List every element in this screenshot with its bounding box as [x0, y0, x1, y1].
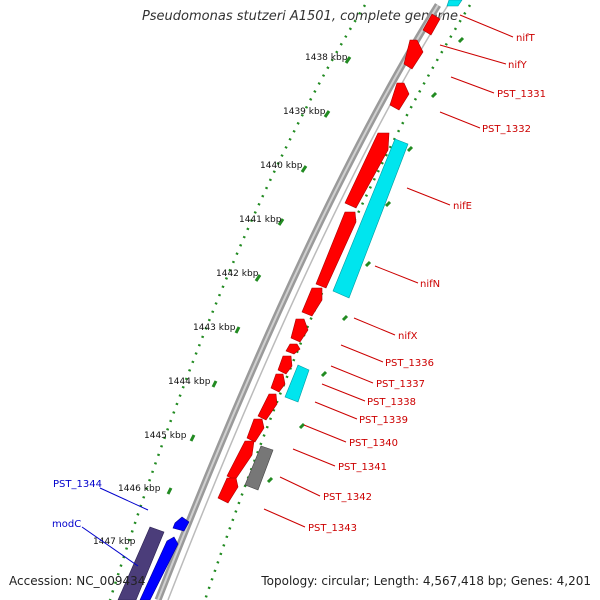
gene-pst1336 — [290, 318, 309, 343]
gene-pst1338 — [277, 355, 293, 375]
gene-label-pst1341[interactable]: PST_1341 — [338, 462, 387, 473]
gene-modC-a — [172, 516, 190, 532]
tick-label: 1446 kbp — [118, 484, 161, 494]
gene-label-pst1344[interactable]: PST_1344 — [53, 479, 102, 490]
gene-nifN — [315, 211, 357, 289]
cyan-genes — [284, 0, 463, 403]
gene-label-pst1338[interactable]: PST_1338 — [367, 397, 416, 408]
gene-cyan-nif — [332, 138, 409, 299]
tick-label: 1441 kbp — [239, 215, 282, 225]
gene-label-pst1331[interactable]: PST_1331 — [497, 89, 546, 100]
gene-label-pst1339[interactable]: PST_1339 — [359, 415, 408, 426]
gene-pst1343 — [217, 477, 239, 504]
gene-cyan-top — [446, 0, 463, 7]
left-gene-labels: PST_1344 modC — [52, 479, 102, 530]
tick-label: 1438 kbp — [305, 53, 348, 63]
gene-label-modC[interactable]: modC — [52, 519, 81, 530]
left-label-lines — [81, 487, 149, 567]
gene-label-nifE[interactable]: nifE — [453, 201, 472, 212]
gene-pst1344 — [117, 526, 165, 600]
gene-pst1340 — [257, 393, 278, 421]
gene-pst1331 — [389, 82, 410, 111]
reverse-genes — [117, 516, 190, 600]
right-label-lines — [263, 14, 514, 528]
inner-ticks — [266, 36, 465, 484]
gene-cyan-small — [284, 364, 310, 403]
forward-genes — [217, 13, 441, 504]
gene-label-pst1342[interactable]: PST_1342 — [323, 492, 372, 503]
right-gene-labels: nifT nifY PST_1331 PST_1332 nifE nifN ni… — [308, 33, 546, 534]
gene-label-pst1340[interactable]: PST_1340 — [349, 438, 398, 449]
gene-modC-b — [139, 536, 179, 600]
gene-label-nifN[interactable]: nifN — [420, 279, 440, 290]
gene-grey — [244, 445, 274, 491]
gene-pst1339 — [270, 373, 286, 393]
scale-dotted-line — [108, 4, 472, 600]
gene-pst1342 — [226, 440, 255, 481]
gene-label-pst1337[interactable]: PST_1337 — [376, 379, 425, 390]
tick-label: 1440 kbp — [260, 161, 303, 171]
gene-pst1337 — [285, 343, 301, 355]
gene-nifY — [403, 39, 424, 70]
tick-label: 1439 kbp — [283, 107, 326, 117]
gene-label-pst1332[interactable]: PST_1332 — [482, 124, 531, 135]
gene-label-nifY[interactable]: nifY — [508, 60, 528, 71]
gene-nifT — [422, 13, 441, 36]
genome-summary-text: Topology: circular; Length: 4,567,418 bp… — [261, 574, 591, 588]
accession-text: Accession: NC_009434 — [9, 574, 146, 588]
gene-label-pst1343[interactable]: PST_1343 — [308, 523, 357, 534]
gene-label-nifT[interactable]: nifT — [516, 33, 536, 44]
tick-label: 1447 kbp — [93, 537, 136, 547]
tick-label: 1445 kbp — [144, 431, 187, 441]
gene-label-pst1336[interactable]: PST_1336 — [385, 358, 434, 369]
gene-label-nifX[interactable]: nifX — [398, 331, 418, 342]
gene-pst1341 — [246, 418, 265, 443]
tick-label: 1442 kbp — [216, 269, 259, 279]
map-title: Pseudomonas stutzeri A1501, complete gen… — [141, 9, 459, 24]
scale-tick-labels: 1438 kbp 1439 kbp 1440 kbp 1441 kbp 1442… — [93, 53, 348, 547]
tick-label: 1444 kbp — [168, 377, 211, 387]
gene-nifX — [301, 287, 323, 317]
gene-nifE — [344, 132, 390, 209]
tick-label: 1443 kbp — [193, 323, 236, 333]
